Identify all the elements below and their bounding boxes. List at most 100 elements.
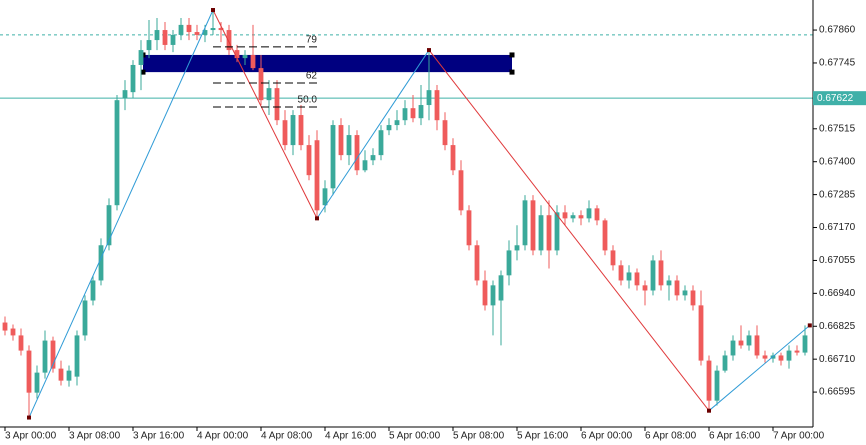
candle-body [546, 215, 552, 251]
candle-body [258, 68, 264, 101]
candle-body [730, 340, 736, 356]
zigzag-point [427, 48, 431, 53]
candle-body [154, 30, 160, 41]
candle-body [442, 120, 448, 146]
candle-body [514, 245, 520, 251]
y-tick-label: 0.67515 [819, 123, 856, 134]
candle-body [338, 125, 344, 156]
zigzag-segment [28, 9, 214, 418]
candle-body [218, 28, 224, 31]
candle-body [298, 115, 304, 146]
candle-body [450, 145, 456, 171]
zone [143, 54, 512, 73]
fib-label: 79 [306, 35, 318, 46]
candle-body [106, 205, 112, 246]
candle-body [354, 135, 360, 171]
zone-handle [509, 52, 515, 58]
candle-body [194, 32, 200, 35]
candle-body [10, 328, 16, 336]
candle-body [322, 188, 328, 206]
x-tick-label: 3 Apr 08:00 [69, 431, 121, 442]
candle-body [594, 208, 600, 221]
candle-body [474, 245, 480, 281]
candle-body [82, 300, 88, 336]
y-tick-label: 0.67745 [819, 58, 856, 69]
zigzag-point [707, 408, 711, 413]
candle-body [234, 50, 240, 59]
candle-body [722, 355, 728, 371]
candle-body [18, 335, 24, 351]
candle-body [682, 290, 688, 296]
candle-body [538, 215, 544, 251]
x-tick-label: 6 Apr 16:00 [709, 431, 761, 442]
candle-body [762, 355, 768, 359]
candle-body [250, 54, 256, 69]
x-tick-label: 4 Apr 00:00 [197, 431, 249, 442]
candle-body [202, 30, 208, 35]
y-tick-label: 0.66825 [819, 321, 856, 332]
price-label-box [813, 91, 866, 106]
fib-label: 62 [306, 71, 318, 82]
x-tick-label: 7 Apr 00:00 [773, 431, 825, 442]
candle-body [498, 275, 504, 301]
candle-body [74, 335, 80, 377]
candle-body [138, 50, 144, 65]
x-tick-label: 6 Apr 08:00 [645, 431, 697, 442]
candle-body [778, 355, 784, 361]
candle-body [562, 212, 568, 219]
candle-body [58, 368, 64, 381]
candle-body [410, 108, 416, 119]
candle-body [610, 250, 616, 266]
candle-body [186, 24, 192, 33]
candle-body [634, 272, 640, 286]
y-tick-label: 0.66710 [819, 354, 856, 365]
zigzag-segment [316, 49, 430, 219]
zone-handle [509, 69, 515, 75]
candle-body [706, 360, 712, 401]
candle-body [370, 155, 376, 161]
candle-body [386, 125, 392, 131]
candle-body [586, 208, 592, 219]
x-tick-label: 5 Apr 16:00 [517, 431, 569, 442]
x-tick-label: 5 Apr 08:00 [453, 431, 505, 442]
y-tick-label: 0.67170 [819, 222, 856, 233]
candle-body [210, 28, 216, 31]
x-tick-label: 3 Apr 16:00 [133, 431, 185, 442]
candle-body [34, 372, 40, 393]
candle-body [282, 120, 288, 146]
candle-body [274, 88, 280, 121]
candle-body [146, 40, 152, 51]
candle-body [802, 335, 808, 353]
candle-body [794, 350, 800, 353]
candle-body [402, 108, 408, 121]
candle-body [306, 145, 312, 176]
zigzag-point [807, 323, 812, 328]
candle-body [618, 265, 624, 281]
candle-body [666, 280, 672, 286]
candle-body [378, 130, 384, 156]
candle-body [114, 100, 120, 206]
candle-body [658, 260, 664, 286]
candle-body [506, 250, 512, 276]
y-tick-label: 0.67055 [819, 255, 856, 266]
price-label: 0.67622 [817, 93, 854, 104]
candle-body [466, 210, 472, 246]
candle-body [90, 280, 96, 301]
candle-body [786, 350, 792, 361]
x-tick-label: 3 Apr 00:00 [5, 431, 57, 442]
candle-body [426, 90, 432, 106]
candle-body [362, 160, 368, 171]
candle-body [130, 64, 136, 93]
candle-body [346, 135, 352, 156]
candle-body [418, 105, 424, 119]
candle-body [162, 30, 168, 45]
x-tick-label: 4 Apr 16:00 [325, 431, 377, 442]
y-tick-label: 0.66940 [819, 288, 856, 299]
candle-body [66, 370, 72, 381]
y-tick-label: 0.67860 [819, 25, 856, 36]
candle-body [122, 90, 128, 99]
candle-body [738, 340, 744, 346]
candle-body [178, 24, 184, 35]
